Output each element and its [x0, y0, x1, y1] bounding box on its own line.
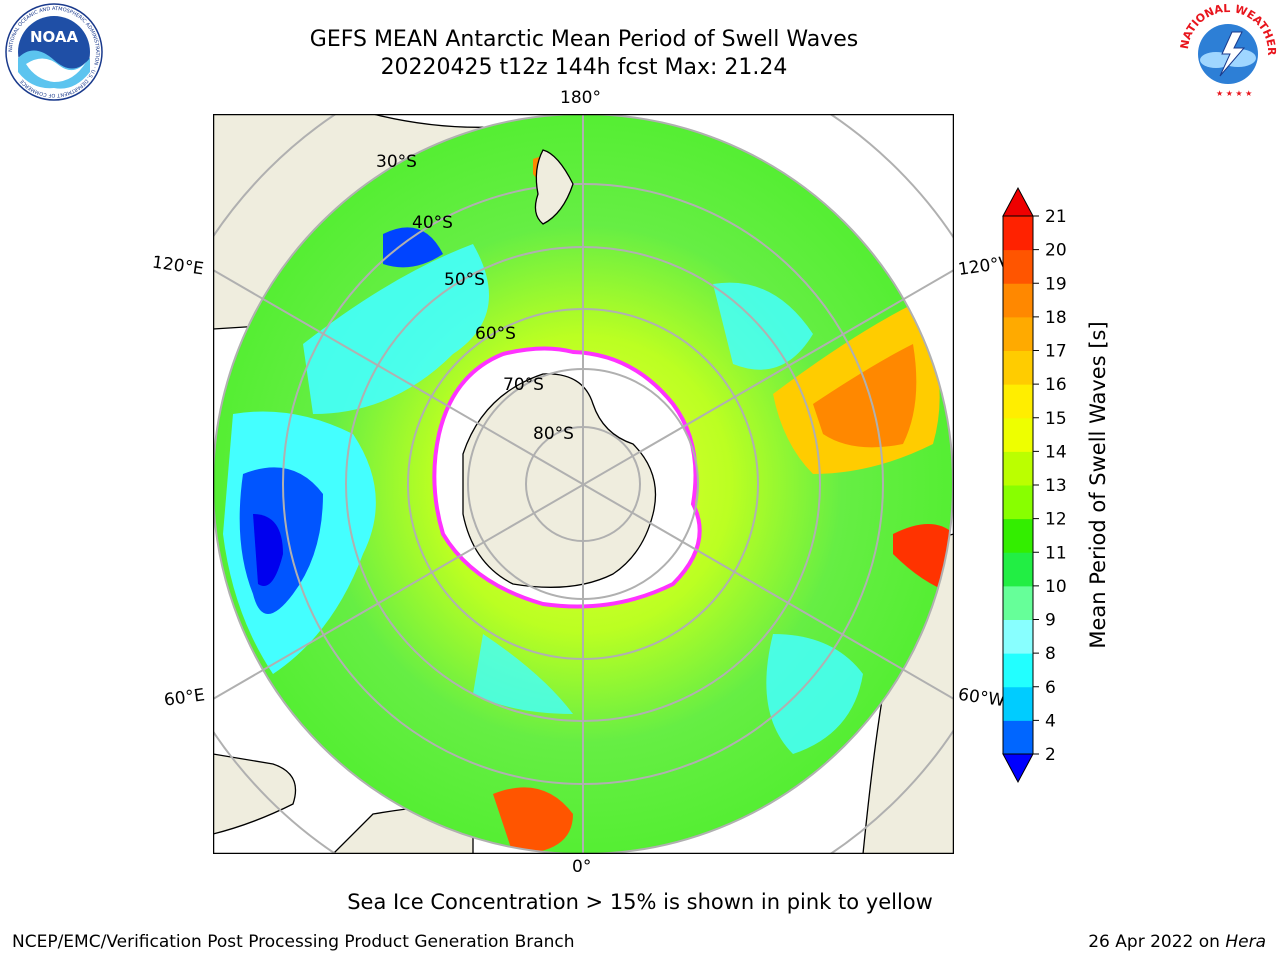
- colorbar: 2 4 6 8 9 10 11 12 13 14 15 16 17 18 19 20 21: [1002, 186, 1067, 784]
- lat-label-70s: 70°S: [503, 375, 544, 395]
- colorbar-extend-max: [1002, 186, 1034, 217]
- colorbar-segment: [1003, 283, 1033, 318]
- colorbar-segment: [1003, 552, 1033, 587]
- colorbar-tick-label: 20: [1045, 241, 1067, 261]
- noaa-logo-text: NOAA: [30, 28, 79, 46]
- colorbar-tick-label: 15: [1045, 409, 1067, 429]
- colorbar-segment: [1003, 216, 1033, 251]
- colorbar-segment: [1003, 417, 1033, 452]
- colorbar-segment: [1003, 518, 1033, 553]
- colorbar-segment: [1003, 720, 1033, 755]
- footer-date: 26 Apr 2022 on Hera: [1088, 932, 1266, 952]
- colorbar-extend-min: [1002, 753, 1034, 784]
- colorbar-segment: [1003, 384, 1033, 419]
- colorbar-tick-label: 9: [1045, 611, 1056, 631]
- colorbar-segment: [1003, 350, 1033, 385]
- colorbar-segment: [1003, 619, 1033, 654]
- colorbar-label: Mean Period of Swell Waves [s]: [1086, 321, 1110, 649]
- nws-logo: NATIONAL WEATHER SERVICE ★ ★ ★ ★: [1176, 2, 1278, 98]
- noaa-logo: NOAA NATIONAL OCEANIC AND ATMOSPHERIC AD…: [5, 3, 103, 101]
- colorbar-tick-label: 14: [1045, 442, 1067, 462]
- lat-label-50s: 50°S: [444, 270, 485, 290]
- colorbar-tick-label: 12: [1045, 510, 1067, 530]
- lat-label-40s: 40°S: [412, 213, 453, 233]
- colorbar-tick-label: 4: [1045, 711, 1056, 731]
- colorbar-segment: [1003, 585, 1033, 620]
- colorbar-tick-label: 18: [1045, 308, 1067, 328]
- colorbar-tick-label: 16: [1045, 375, 1067, 395]
- lat-label-60s: 60°S: [475, 324, 516, 344]
- colorbar-tick-label: 17: [1045, 342, 1067, 362]
- colorbar-tick-label: 19: [1045, 274, 1067, 294]
- colorbar-tick-label: 6: [1045, 678, 1056, 698]
- colorbar-segment: [1003, 249, 1033, 284]
- lat-label-30s: 30°S: [376, 152, 417, 172]
- footer-credit: NCEP/EMC/Verification Post Processing Pr…: [12, 932, 575, 952]
- colorbar-segment: [1003, 451, 1033, 486]
- lon-label-0: 0°: [572, 857, 592, 877]
- lon-label-120e: 120°E: [150, 252, 205, 280]
- footer-date-text: 26 Apr 2022 on: [1088, 932, 1220, 952]
- colorbar-segment: [1003, 316, 1033, 351]
- footer-machine: Hera: [1225, 932, 1266, 952]
- colorbar-tick-label: 2: [1045, 745, 1056, 765]
- colorbar-tick-label: 8: [1045, 644, 1056, 664]
- lon-label-60e: 60°E: [162, 685, 207, 711]
- svg-text:★ ★ ★ ★: ★ ★ ★ ★: [1216, 89, 1252, 98]
- map-subtitle: 20220425 t12z 144h fcst Max: 21.24: [380, 55, 788, 80]
- colorbar-tick-label: 10: [1045, 577, 1067, 597]
- sea-ice-caption: Sea Ice Concentration > 15% is shown in …: [347, 890, 933, 914]
- lat-label-80s: 80°S: [533, 424, 574, 444]
- colorbar-segment: [1003, 485, 1033, 520]
- lon-label-180: 180°: [560, 88, 601, 108]
- colorbar-segment: [1003, 653, 1033, 688]
- colorbar-tick-label: 13: [1045, 476, 1067, 496]
- colorbar-tick-label: 21: [1045, 207, 1067, 227]
- polar-map: [213, 114, 954, 854]
- colorbar-segment: [1003, 686, 1033, 721]
- colorbar-tick-label: 11: [1045, 543, 1067, 563]
- map-title: GEFS MEAN Antarctic Mean Period of Swell…: [309, 27, 859, 52]
- land-new-zealand: [534, 149, 574, 225]
